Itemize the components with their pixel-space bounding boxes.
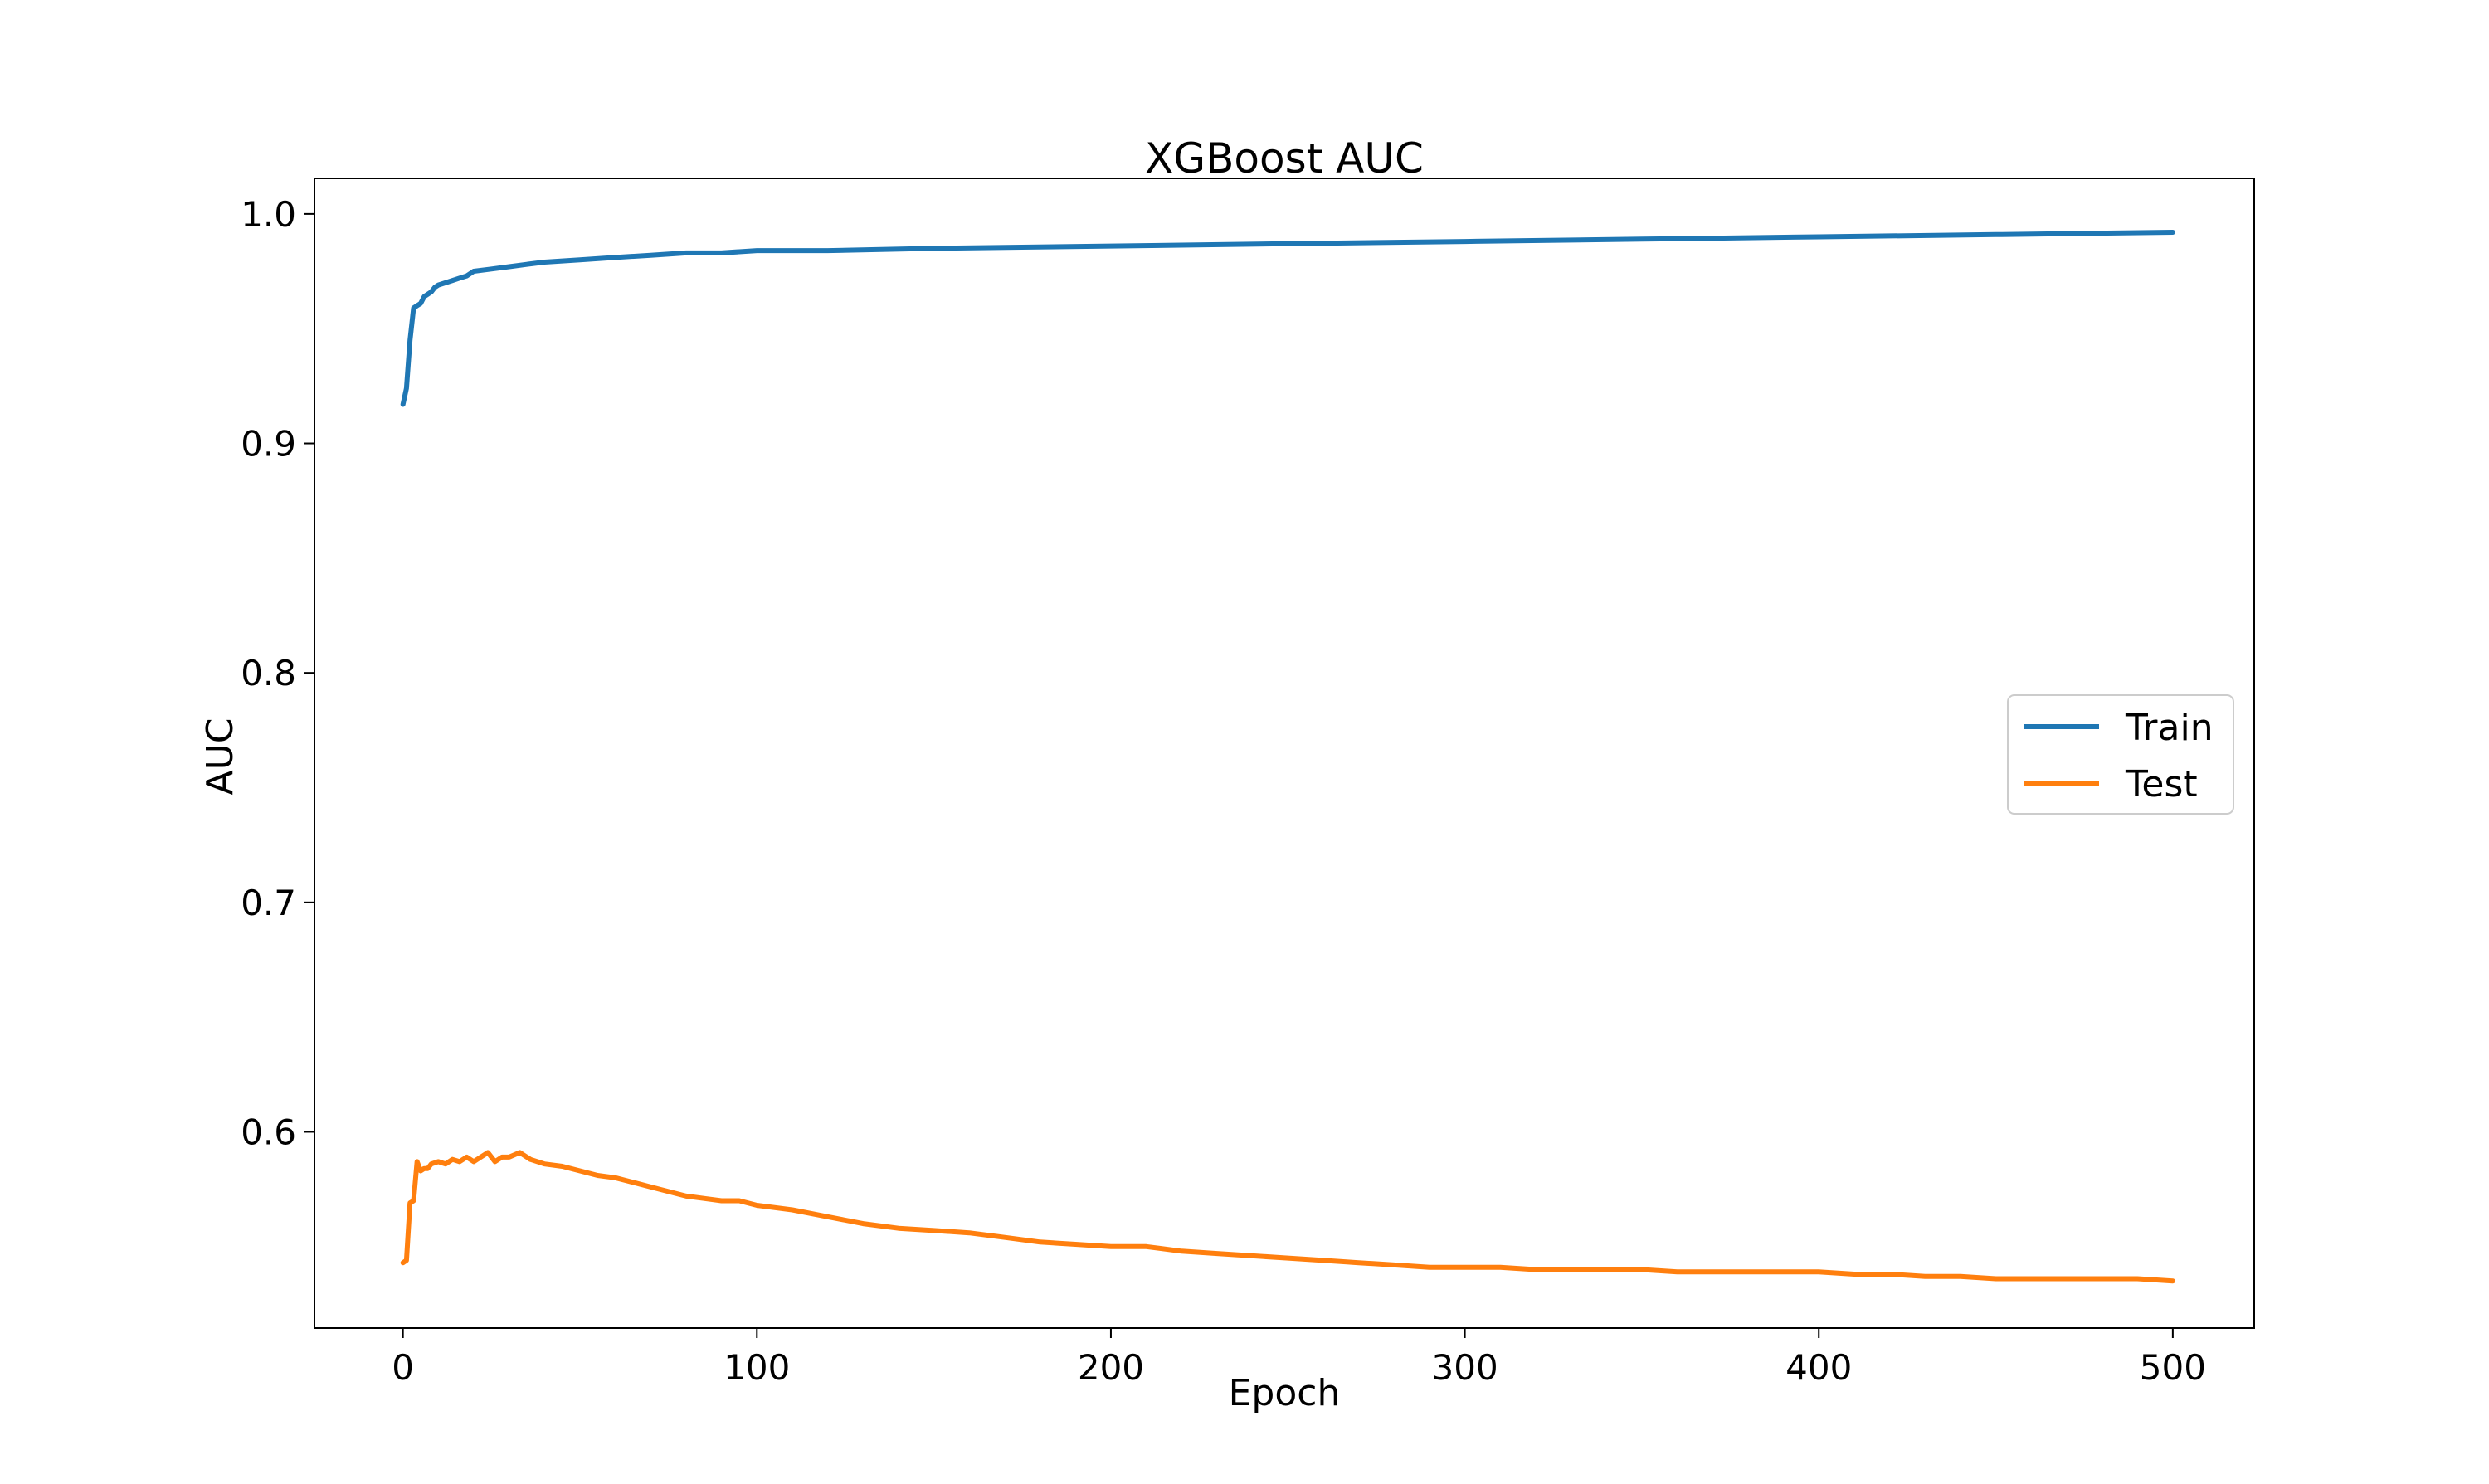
- x-tick-label: 100: [723, 1347, 790, 1388]
- y-tick-label: 0.8: [241, 653, 296, 693]
- legend-label-test: Test: [2125, 763, 2198, 805]
- x-tick-label: 0: [392, 1347, 414, 1388]
- y-tick-label: 1.0: [241, 194, 296, 235]
- chart-title: XGBoost AUC: [1145, 134, 1424, 182]
- x-tick-label: 500: [2140, 1347, 2206, 1388]
- x-axis: 0 100 200 300 400 500: [392, 1328, 2206, 1388]
- x-tick-label: 200: [1078, 1347, 1144, 1388]
- y-axis-label: AUC: [199, 718, 241, 795]
- y-tick-label: 0.6: [241, 1112, 296, 1152]
- y-axis: 0.6 0.7 0.8 0.9 1.0: [241, 194, 314, 1152]
- plot-area: [314, 178, 2255, 1329]
- y-tick-label: 0.7: [241, 883, 296, 923]
- plot-frame: [314, 178, 2255, 1329]
- series-line-test: [400, 1150, 2175, 1284]
- series-group: [400, 230, 2175, 1284]
- legend-label-train: Train: [2125, 707, 2214, 749]
- x-axis-label: Epoch: [1229, 1372, 1341, 1414]
- y-tick-label: 0.9: [241, 424, 296, 465]
- x-tick-label: 400: [1785, 1347, 1852, 1388]
- series-line-train: [400, 230, 2175, 407]
- x-tick-label: 300: [1432, 1347, 1498, 1388]
- legend: Train Test: [2007, 694, 2234, 815]
